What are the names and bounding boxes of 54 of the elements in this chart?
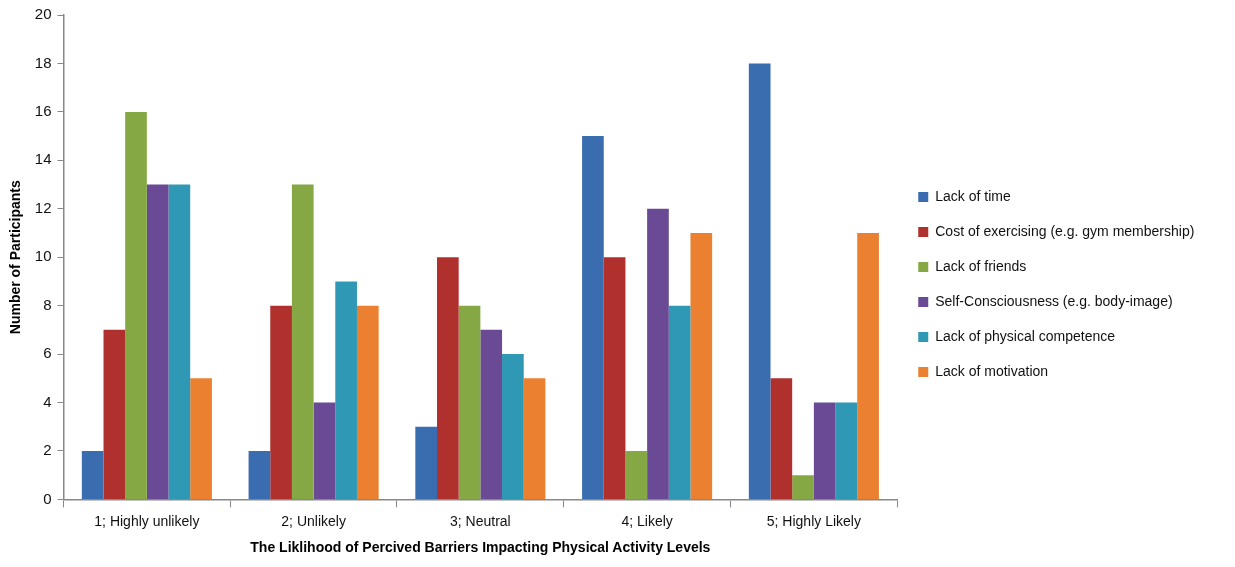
- y-tick-label: 6: [43, 344, 52, 362]
- bar: [356, 305, 379, 499]
- y-tick-label: 8: [43, 295, 52, 313]
- bar: [668, 305, 691, 499]
- bar: [125, 111, 147, 499]
- x-tick-label: 3; Neutral: [450, 512, 511, 529]
- legend-label: Self-Consciousness (e.g. body-image): [935, 292, 1173, 309]
- x-tick-label: 1; Highly unlikely: [94, 512, 200, 529]
- bar: [770, 378, 793, 499]
- y-tick-label: 10: [34, 247, 52, 265]
- bar: [270, 305, 292, 499]
- bar: [857, 232, 879, 499]
- bar: [625, 450, 648, 499]
- bar: [813, 402, 836, 499]
- bar: [458, 305, 481, 499]
- legend-label: Cost of exercising (e.g. gym membership): [935, 222, 1195, 239]
- y-tick-label: 14: [34, 150, 52, 168]
- x-tick-label: 4; Likely: [621, 512, 673, 529]
- y-tick-label: 2: [43, 441, 52, 459]
- bar: [146, 184, 169, 499]
- y-tick-label: 18: [34, 53, 52, 71]
- bar: [103, 329, 126, 499]
- y-tick-label: 20: [34, 5, 52, 23]
- bar: [603, 257, 626, 499]
- bar: [582, 136, 604, 499]
- x-axis-title: The Liklihood of Percived Barriers Impacting Physical Activity Levels: [250, 539, 711, 556]
- legend-label: Lack of friends: [935, 257, 1027, 274]
- bar: [480, 329, 503, 499]
- bar: [690, 232, 713, 499]
- y-axis-title: Number of Participants: [7, 179, 24, 335]
- bar: [792, 475, 814, 499]
- bar: [313, 402, 336, 499]
- bar: [647, 208, 669, 499]
- bar: [168, 184, 191, 499]
- legend-label: Lack of motivation: [935, 362, 1049, 379]
- bar: [437, 257, 459, 499]
- y-tick-label: 12: [34, 198, 52, 216]
- legend-label: Lack of time: [935, 187, 1011, 204]
- bar: [748, 63, 771, 499]
- bar: [81, 450, 104, 499]
- bar: [190, 378, 212, 499]
- bar: [835, 402, 858, 499]
- y-tick-label: 0: [43, 489, 52, 507]
- legend-label: Lack of physical competence: [935, 327, 1116, 344]
- bar: [523, 378, 546, 499]
- bar: [291, 184, 314, 499]
- bar: [415, 426, 438, 499]
- y-tick-label: 4: [43, 392, 52, 410]
- y-tick-label: 16: [34, 102, 52, 120]
- x-tick-label: 5; Highly Likely: [766, 512, 861, 529]
- bar: [502, 354, 524, 499]
- x-tick-label: 2; Unlikely: [281, 512, 346, 529]
- bar: [335, 281, 357, 499]
- bar: [248, 450, 271, 499]
